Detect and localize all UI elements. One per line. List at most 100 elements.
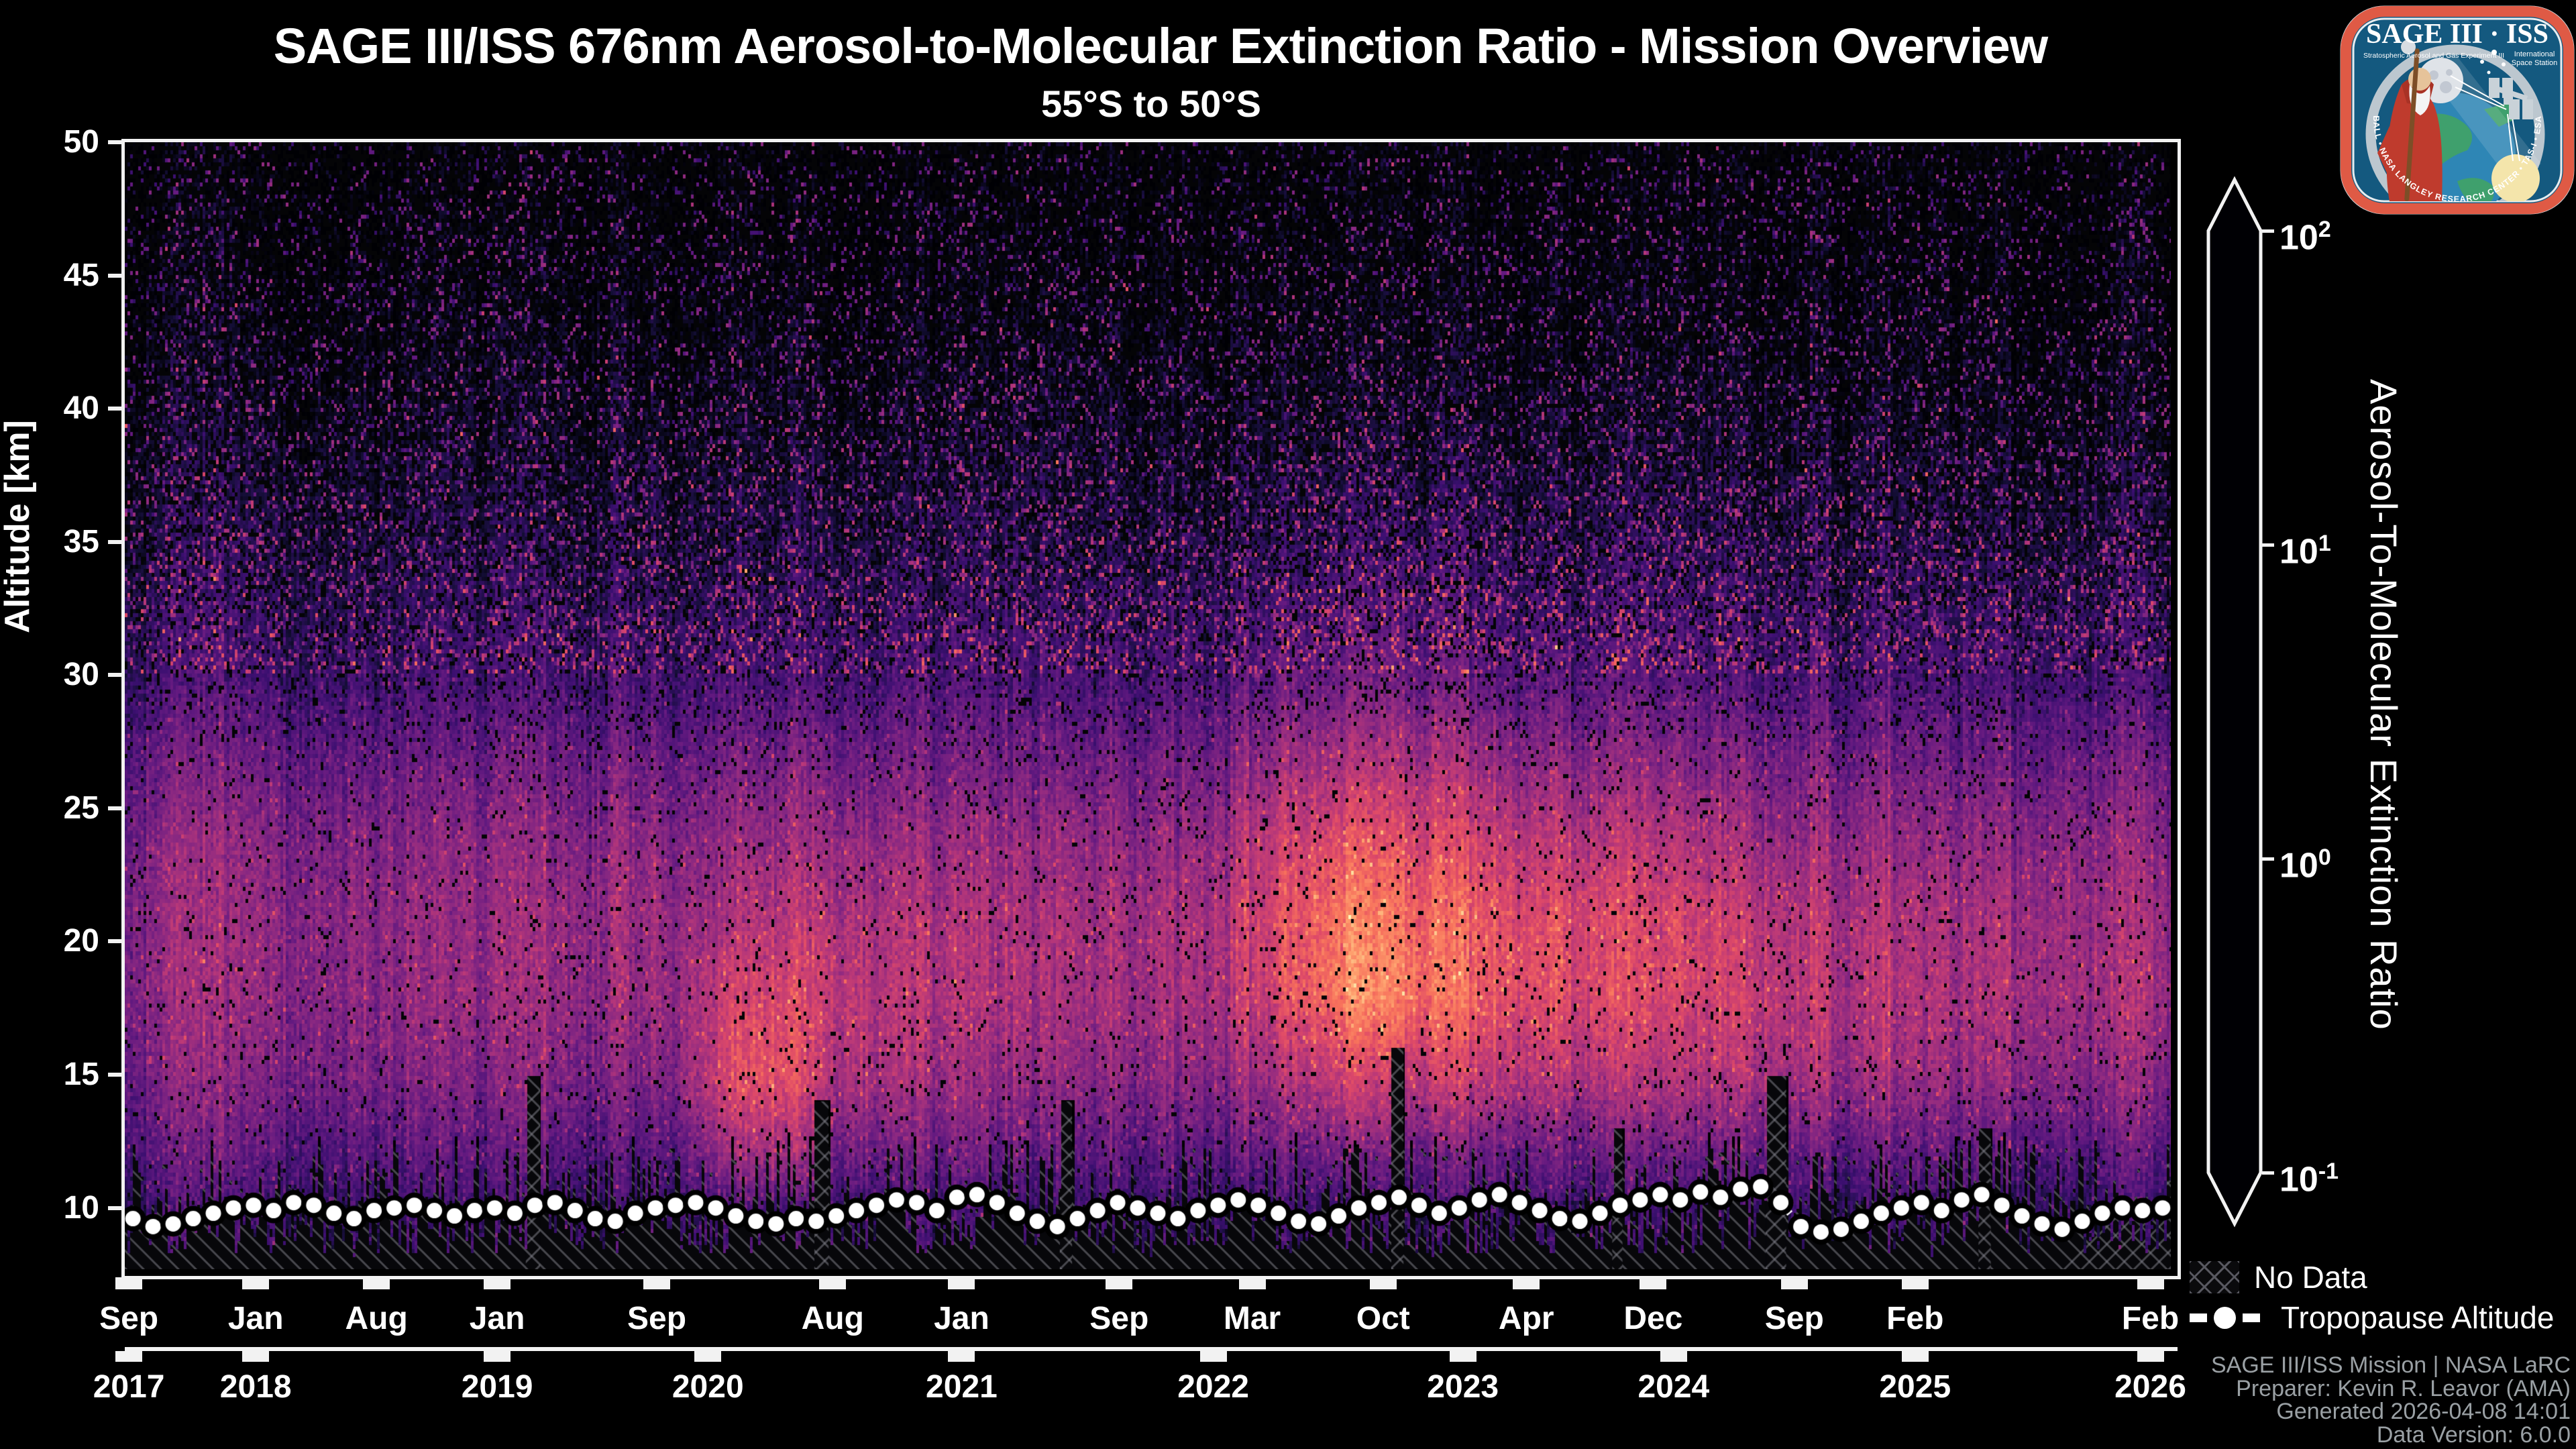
logo-subtitle-right-2: Space Station — [2512, 59, 2558, 67]
month-tick-label: Mar — [1223, 1301, 1281, 1336]
y-tick-label: 30 — [63, 657, 99, 693]
month-tick-mark — [484, 1277, 511, 1289]
year-tick-mark — [242, 1351, 270, 1362]
month-tick-mark — [1780, 1277, 1808, 1289]
year-tick-label: 2023 — [1427, 1369, 1499, 1405]
colorbar-tick-label: 102 — [2279, 217, 2331, 258]
no-data-hatch-swatch — [2190, 1261, 2239, 1293]
chart-subtitle: 55°S to 50°S — [1040, 83, 1262, 125]
mission-logo: SAGE III · ISS Stratospheric Aerosol and… — [2340, 5, 2575, 215]
logo-stars-icon — [2480, 50, 2506, 74]
month-tick-label: Sep — [1089, 1301, 1149, 1336]
footer-preparer-line: Preparer: Kevin R. Leavor (AMA) — [2236, 1375, 2571, 1401]
year-tick-mark — [948, 1351, 975, 1362]
year-tick-mark — [1660, 1351, 1687, 1362]
y-tick-mark — [108, 673, 121, 678]
month-tick-mark — [1369, 1277, 1397, 1289]
colorbar-tick-mark — [2262, 857, 2274, 861]
year-tick-mark — [115, 1351, 143, 1362]
month-tick-label: Apr — [1498, 1301, 1554, 1336]
year-tick-mark — [1901, 1351, 1929, 1362]
month-tick-label: Sep — [99, 1301, 159, 1336]
year-tick-label: 2025 — [1879, 1369, 1951, 1405]
tropopause-marker-swatch — [2214, 1307, 2236, 1329]
month-tick-mark — [1106, 1277, 1133, 1289]
y-tick-label: 25 — [63, 790, 99, 826]
year-tick-label: 2026 — [2114, 1369, 2186, 1405]
month-tick-label: Aug — [801, 1301, 864, 1336]
month-tick-label: Sep — [627, 1301, 687, 1336]
y-tick-mark — [108, 140, 121, 144]
year-tick-label: 2022 — [1177, 1369, 1249, 1405]
tropopause-line-swatch — [2190, 1313, 2207, 1322]
logo-subtitle-left: Stratospheric Aerosol and Gas Experiment… — [2363, 52, 2504, 60]
month-tick-label: Jan — [934, 1301, 989, 1336]
y-tick-mark — [108, 273, 121, 278]
month-tick-mark — [1640, 1277, 1667, 1289]
month-tick-label: Jan — [227, 1301, 284, 1336]
logo-subtitle-right-1: International — [2514, 50, 2555, 58]
year-tick-label: 2018 — [219, 1369, 292, 1405]
logo-sun-icon — [2491, 154, 2540, 201]
y-tick-label: 20 — [63, 923, 99, 959]
year-tick-mark — [484, 1351, 511, 1362]
month-tick-label: Jan — [469, 1301, 525, 1336]
year-tick-label: 2021 — [926, 1369, 998, 1405]
y-tick-label: 35 — [63, 523, 99, 559]
y-tick-label: 45 — [63, 257, 99, 293]
month-tick-mark — [363, 1277, 390, 1289]
logo-sightlines — [2450, 75, 2520, 162]
colorbar-tick-label: 100 — [2279, 845, 2331, 885]
year-tick-mark — [694, 1351, 722, 1362]
month-tick-mark — [1901, 1277, 1929, 1289]
plot-area — [121, 139, 2181, 1279]
month-tick-mark — [1238, 1277, 1266, 1289]
month-tick-label: Sep — [1764, 1301, 1824, 1336]
logo-father-time-icon — [2377, 40, 2443, 201]
year-tick-mark — [1199, 1351, 1227, 1362]
year-tick-label: 2017 — [93, 1369, 165, 1405]
month-tick-label: Dec — [1623, 1301, 1683, 1336]
month-tick-label: Feb — [2121, 1301, 2180, 1336]
colorbar-gradient-arrow — [2206, 176, 2263, 1228]
logo-iss-icon — [2489, 78, 2533, 119]
footer-version-line: Data Version: 6.0.0 — [2376, 1421, 2571, 1448]
y-tick-label: 50 — [63, 124, 99, 160]
month-tick-mark — [2137, 1277, 2164, 1289]
chart-title: SAGE III/ISS 676nm Aerosol-to-Molecular … — [273, 18, 2048, 74]
logo-title: SAGE III · ISS — [2366, 19, 2548, 50]
year-axis-line — [125, 1347, 2178, 1351]
colorbar-tick-label: 101 — [2279, 530, 2331, 572]
y-tick-mark — [108, 539, 121, 544]
y-tick-mark — [108, 1073, 121, 1077]
month-tick-label: Feb — [1886, 1301, 1944, 1336]
y-tick-mark — [108, 939, 121, 944]
y-tick-label: 40 — [63, 390, 99, 427]
month-tick-mark — [115, 1277, 143, 1289]
colorbar-tick-label: 10-1 — [2279, 1159, 2339, 1199]
month-tick-mark — [242, 1277, 270, 1289]
month-tick-label: Oct — [1356, 1301, 1410, 1336]
year-tick-mark — [1449, 1351, 1477, 1362]
y-tick-mark — [108, 407, 121, 411]
y-tick-mark — [108, 806, 121, 810]
footer-generated-line: Generated 2026-04-08 14:01 — [2276, 1399, 2571, 1424]
year-tick-label: 2019 — [461, 1369, 533, 1405]
month-tick-label: Aug — [345, 1301, 408, 1336]
y-tick-mark — [108, 1205, 121, 1210]
month-tick-mark — [1513, 1277, 1540, 1289]
footer-mission-line: SAGE III/ISS Mission | NASA LaRC — [2210, 1352, 2571, 1378]
tropopause-line-swatch-2 — [2243, 1313, 2260, 1322]
footer-credits: SAGE III/ISS Mission | NASA LaRC Prepare… — [2211, 1354, 2571, 1446]
legend-no-data-label: No Data — [2254, 1260, 2367, 1295]
logo-orbit-ring-icon — [2365, 44, 2545, 201]
month-tick-mark — [819, 1277, 847, 1289]
legend-tropopause-label: Tropopause Altitude — [2281, 1300, 2555, 1335]
year-tick-label: 2024 — [1638, 1369, 1710, 1405]
colorbar-tick-mark — [2262, 1171, 2274, 1175]
colorbar-tick-mark — [2262, 543, 2274, 547]
year-tick-label: 2020 — [672, 1369, 744, 1405]
colorbar-tick-mark — [2262, 229, 2274, 233]
month-tick-mark — [948, 1277, 975, 1289]
